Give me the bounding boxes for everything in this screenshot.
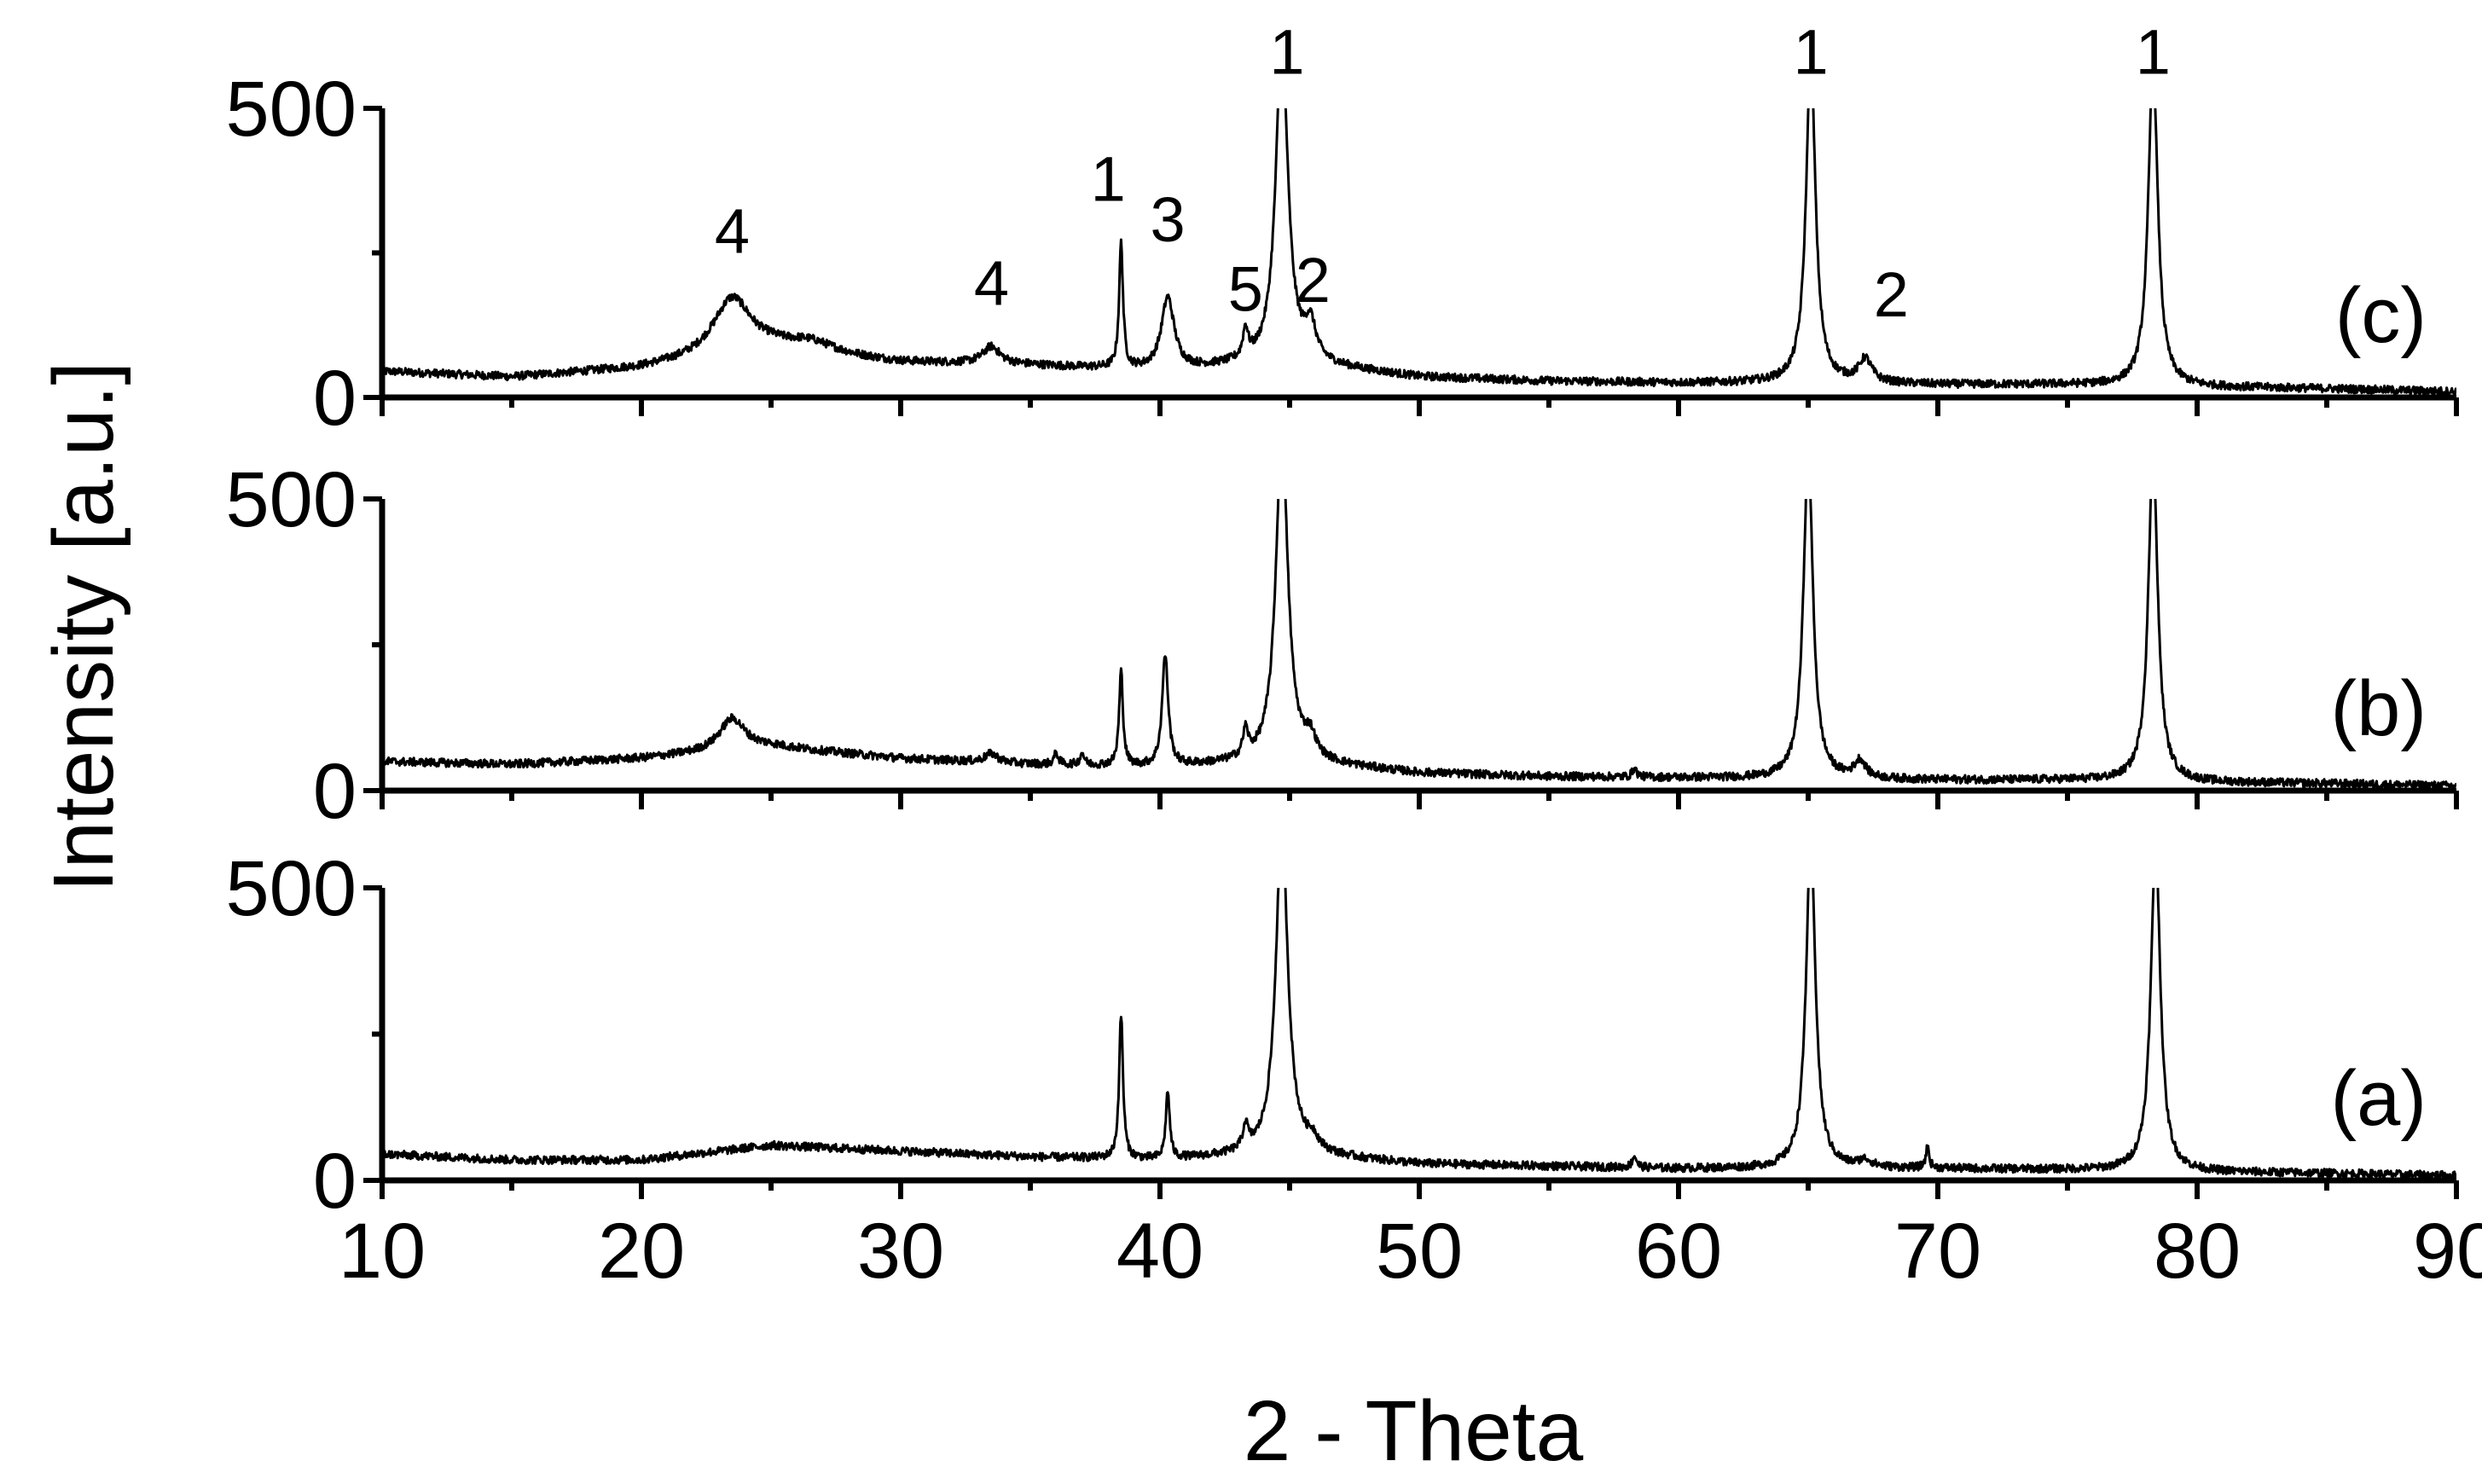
- peak-annotation: 1: [1091, 143, 1126, 214]
- series-trace: [382, 499, 2456, 791]
- y-tick-label: 500: [226, 66, 357, 153]
- peak-annotation: 4: [715, 196, 750, 267]
- x-tick-label: 10: [339, 1208, 426, 1295]
- panel-b: 0 500 (b): [226, 456, 2459, 835]
- x-tick-label: 60: [1635, 1208, 1722, 1295]
- series-trace: [382, 108, 2456, 397]
- panel-label: (c): [2335, 272, 2427, 359]
- peak-annotation: 4: [974, 248, 1009, 319]
- peak-annotation: 5: [1228, 253, 1263, 324]
- x-tick-label: 20: [598, 1208, 685, 1295]
- y-tick-label: 500: [226, 456, 357, 543]
- peak-annotation: 2: [1296, 245, 1331, 316]
- y-tick-label: 0: [313, 748, 357, 835]
- peak-annotation: 1: [2136, 16, 2171, 87]
- y-axis-title: Intensity [a.u.]: [36, 362, 131, 893]
- series-trace: [382, 888, 2456, 1180]
- x-axis-title: 2 - Theta: [1244, 1383, 1584, 1479]
- peak-annotation: 2: [1874, 259, 1909, 330]
- panel-label: (a): [2331, 1055, 2427, 1142]
- x-tick-label: 30: [857, 1208, 944, 1295]
- peak-annotation: 3: [1151, 184, 1186, 255]
- x-tick-label: 90: [2413, 1208, 2482, 1295]
- x-axis-tick-labels: 10 20 30 40 50 60 70 80 90: [339, 1208, 2482, 1295]
- peak-annotation: 1: [1269, 16, 1304, 87]
- y-tick-label: 500: [226, 845, 357, 932]
- peak-annotation: 1: [1793, 16, 1828, 87]
- y-tick-label: 0: [313, 1138, 357, 1225]
- panel-a: 0 500 (a): [226, 845, 2459, 1225]
- x-tick-label: 80: [2154, 1208, 2241, 1295]
- panel-label: (b): [2331, 665, 2427, 752]
- x-tick-label: 40: [1116, 1208, 1203, 1295]
- x-tick-label: 50: [1376, 1208, 1463, 1295]
- x-tick-label: 70: [1894, 1208, 1981, 1295]
- y-tick-label: 0: [313, 355, 357, 442]
